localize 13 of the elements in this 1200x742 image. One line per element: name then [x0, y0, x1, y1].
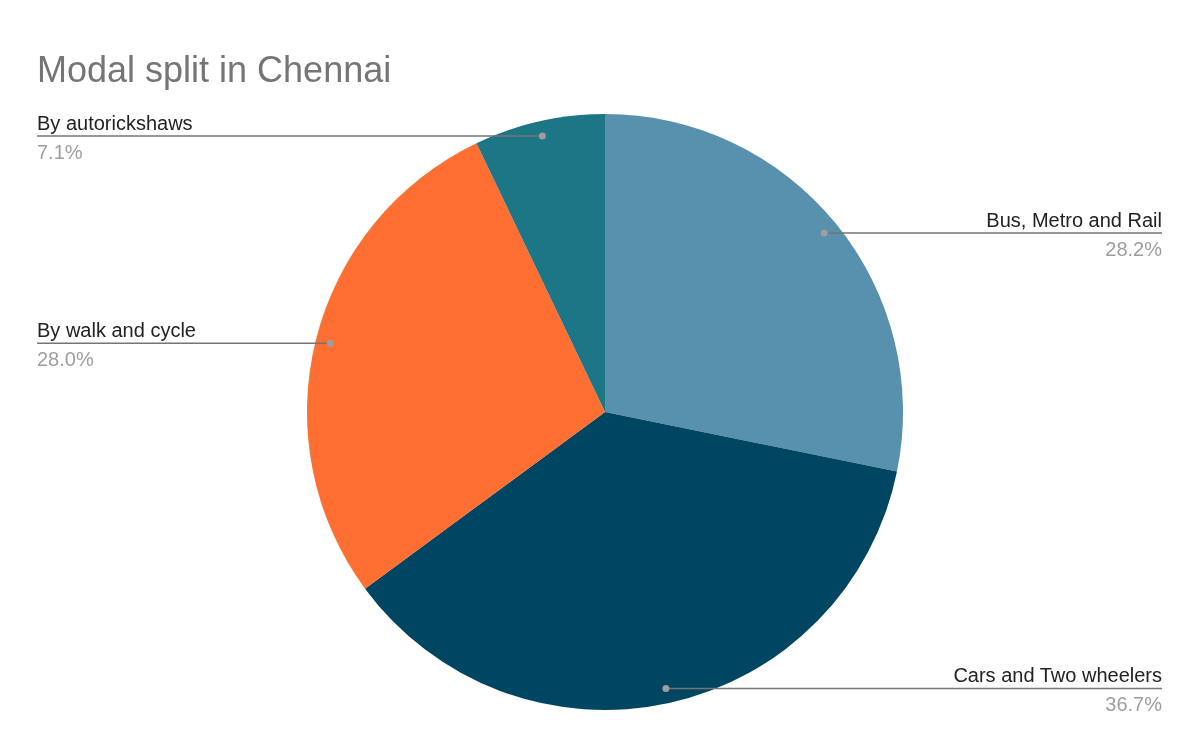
pie-slice [605, 114, 903, 472]
data-label: 7.1% [37, 140, 83, 163]
data-label: 28.0% [37, 348, 94, 371]
data-label: 28.2% [1105, 237, 1163, 260]
slice-label: Bus, Metro and Rail [986, 208, 1162, 231]
slice-label: By walk and cycle [37, 319, 196, 342]
pie-slice [365, 412, 897, 710]
slice-label: Cars and Two wheelers [953, 664, 1162, 687]
slice-label: By autorickshaws [37, 111, 193, 134]
data-label: 36.7% [1105, 693, 1163, 716]
chart-title: Modal split in Chennai [37, 49, 392, 90]
pie-slice [476, 114, 605, 412]
pie-slice [307, 143, 605, 589]
